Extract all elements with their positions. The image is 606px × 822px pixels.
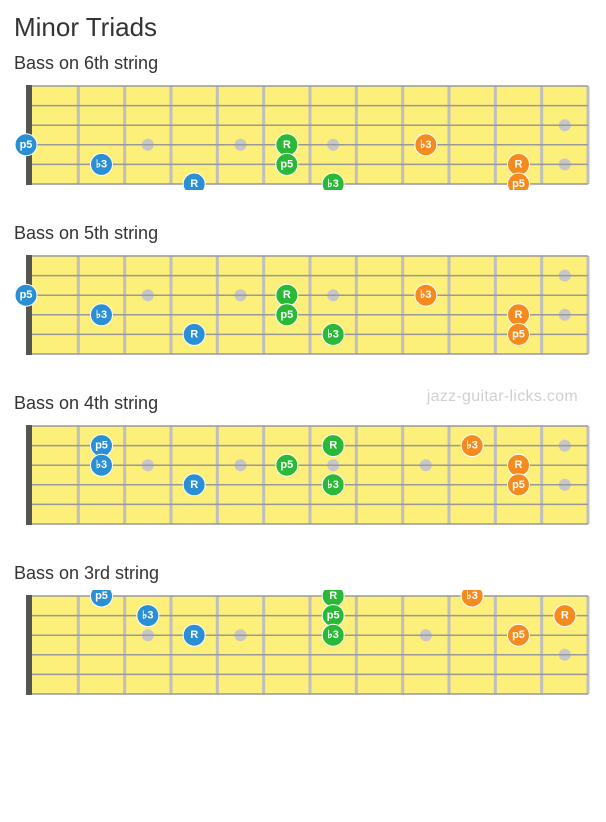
note-marker: ♭3 <box>461 435 483 457</box>
note-marker: ♭3 <box>91 454 113 476</box>
note-label: R <box>283 139 291 151</box>
note-label: R <box>329 590 337 602</box>
note-marker: ♭3 <box>461 590 483 607</box>
note-label: R <box>561 610 569 622</box>
note-label: R <box>283 289 291 301</box>
note-label: R <box>515 459 523 471</box>
note-label: R <box>515 158 523 170</box>
note-label: p5 <box>512 178 525 190</box>
note-label: R <box>190 629 198 641</box>
note-marker: R <box>183 173 205 190</box>
note-label: p5 <box>280 158 293 170</box>
note-marker: R <box>183 474 205 496</box>
note-marker: ♭3 <box>322 474 344 496</box>
note-marker: ♭3 <box>137 605 159 627</box>
main-title: Minor Triads <box>14 12 592 43</box>
note-marker: ♭3 <box>91 153 113 175</box>
note-label: ♭3 <box>467 440 478 452</box>
note-label: p5 <box>512 479 525 491</box>
note-marker: ♭3 <box>322 624 344 646</box>
note-marker: p5 <box>508 624 530 646</box>
fretboard-diagram: p5 ♭3 R Rp5 ♭3 ♭3 Rp5 <box>14 420 592 530</box>
note-label: ♭3 <box>420 289 431 301</box>
note-marker: p5 <box>276 153 298 175</box>
note-marker: p5 <box>508 474 530 496</box>
note-marker: ♭3 <box>322 323 344 345</box>
note-marker: R <box>508 454 530 476</box>
diagram-block: Bass on 5th string p5 ♭3 R Rp5 ♭3 ♭3 Rp5 <box>14 223 592 365</box>
note-label: p5 <box>20 139 33 151</box>
note-marker: p5 <box>15 134 37 156</box>
diagram-block: Bass on 4th stringp5♭3RRp5♭3♭3Rp5 <box>14 393 592 535</box>
note-label: ♭3 <box>328 328 339 340</box>
note-label: ♭3 <box>328 629 339 641</box>
note-label: ♭3 <box>328 479 339 491</box>
diagram-block: Bass on 6th string p5 ♭3 R Rp5 ♭3 ♭3 Rp5 <box>14 53 592 195</box>
note-marker: ♭3 <box>415 134 437 156</box>
note-marker: ♭3 <box>322 173 344 190</box>
note-marker: R <box>276 284 298 306</box>
note-marker: ♭3 <box>415 284 437 306</box>
note-label: ♭3 <box>420 139 431 151</box>
note-label: p5 <box>20 289 33 301</box>
note-marker: p5 <box>91 435 113 457</box>
note-label: ♭3 <box>96 459 107 471</box>
note-label: p5 <box>280 459 293 471</box>
fretboard: p5 ♭3 R Rp5 ♭3 ♭3 Rp5 <box>14 420 592 535</box>
note-marker: R <box>322 435 344 457</box>
note-marker: R <box>508 304 530 326</box>
note-marker: p5 <box>276 454 298 476</box>
fretboard-diagram: p5 ♭3 R Rp5 ♭3 ♭3 Rp5 <box>14 590 592 700</box>
note-label: ♭3 <box>142 610 153 622</box>
watermark: jazz-guitar-licks.com <box>427 388 578 406</box>
note-marker: p5 <box>508 173 530 190</box>
diagram-title: Bass on 6th string <box>14 53 592 74</box>
note-label: ♭3 <box>467 590 478 602</box>
note-marker: p5 <box>276 304 298 326</box>
note-label: p5 <box>95 590 108 602</box>
note-label: R <box>515 309 523 321</box>
note-label: R <box>329 440 337 452</box>
note-label: p5 <box>327 610 340 622</box>
note-marker: p5 <box>91 590 113 607</box>
note-label: R <box>190 479 198 491</box>
note-marker: R <box>276 134 298 156</box>
note-label: p5 <box>512 629 525 641</box>
note-label: p5 <box>512 328 525 340</box>
note-label: ♭3 <box>328 178 339 190</box>
note-marker: p5 <box>508 323 530 345</box>
diagram-title: Bass on 3rd string <box>14 563 592 584</box>
note-label: R <box>190 178 198 190</box>
note-marker: R <box>183 323 205 345</box>
diagrams-container: Bass on 6th stringp5♭3RRp5♭3♭3Rp5Bass on… <box>14 53 592 705</box>
note-marker: ♭3 <box>91 304 113 326</box>
note-label: ♭3 <box>96 158 107 170</box>
fretboard-diagram: p5 ♭3 R Rp5 ♭3 ♭3 Rp5 <box>14 250 592 360</box>
note-label: p5 <box>95 440 108 452</box>
fretboard-diagram: p5 ♭3 R Rp5 ♭3 ♭3 Rp5 <box>14 80 592 190</box>
note-marker: p5 <box>15 284 37 306</box>
note-label: ♭3 <box>96 309 107 321</box>
diagram-block: Bass on 3rd string p5 ♭3 R Rp5 ♭3 ♭3 Rp5 <box>14 563 592 705</box>
fretboard: p5 ♭3 R Rp5 ♭3 ♭3 Rp5 <box>14 590 592 705</box>
note-marker: R <box>554 605 576 627</box>
fretboard: p5 ♭3 R Rp5 ♭3 ♭3 Rp5 <box>14 80 592 195</box>
note-marker: R <box>183 624 205 646</box>
note-marker: p5 <box>322 605 344 627</box>
note-marker: R <box>508 153 530 175</box>
diagram-title: Bass on 5th string <box>14 223 592 244</box>
note-label: p5 <box>280 309 293 321</box>
fretboard: p5 ♭3 R Rp5 ♭3 ♭3 Rp5 <box>14 250 592 365</box>
note-label: R <box>190 328 198 340</box>
